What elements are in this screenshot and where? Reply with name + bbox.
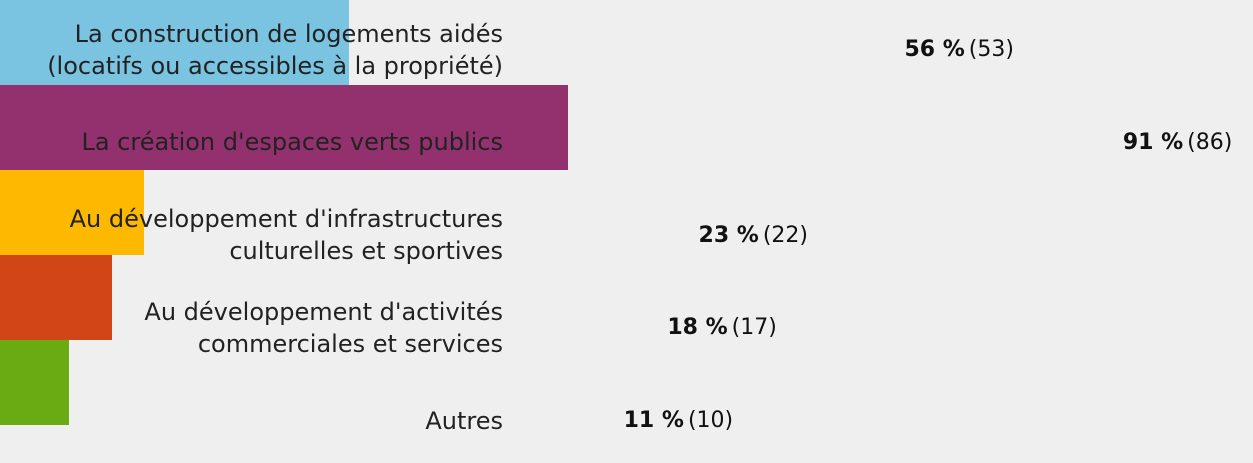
category-label: Au développement d'infrastructures cultu… xyxy=(69,205,503,266)
count-label: (86) xyxy=(1187,129,1233,155)
value-label-group: 56 % (53) xyxy=(904,7,1014,92)
value-label: 11 % xyxy=(623,408,684,434)
category-label: Au développement d'activités commerciale… xyxy=(144,297,503,358)
bar xyxy=(0,85,568,170)
bar xyxy=(0,0,350,85)
value-label-group: 18 % (17) xyxy=(667,285,777,370)
value-label-group: 91 % (86) xyxy=(1123,100,1233,185)
count-label: (53) xyxy=(968,37,1014,62)
value-label-group: 11 % (10) xyxy=(624,378,734,463)
count-label: (22) xyxy=(762,222,809,248)
category-label: La création d'espaces verts publics xyxy=(81,128,503,157)
value-label: 56 % xyxy=(904,37,965,62)
value-label: 23 % xyxy=(698,222,759,248)
count-label: (17) xyxy=(731,315,777,341)
bar xyxy=(0,170,144,255)
value-label-group: 23 % (22) xyxy=(699,193,809,278)
value-label: 18 % xyxy=(667,315,728,341)
bar xyxy=(0,255,113,340)
value-label: 91 % xyxy=(1122,129,1184,155)
count-label: (10) xyxy=(687,408,734,434)
category-label: Autres xyxy=(425,406,503,435)
bar xyxy=(0,340,69,425)
category-label: La construction de logements aidés (loca… xyxy=(47,19,503,80)
